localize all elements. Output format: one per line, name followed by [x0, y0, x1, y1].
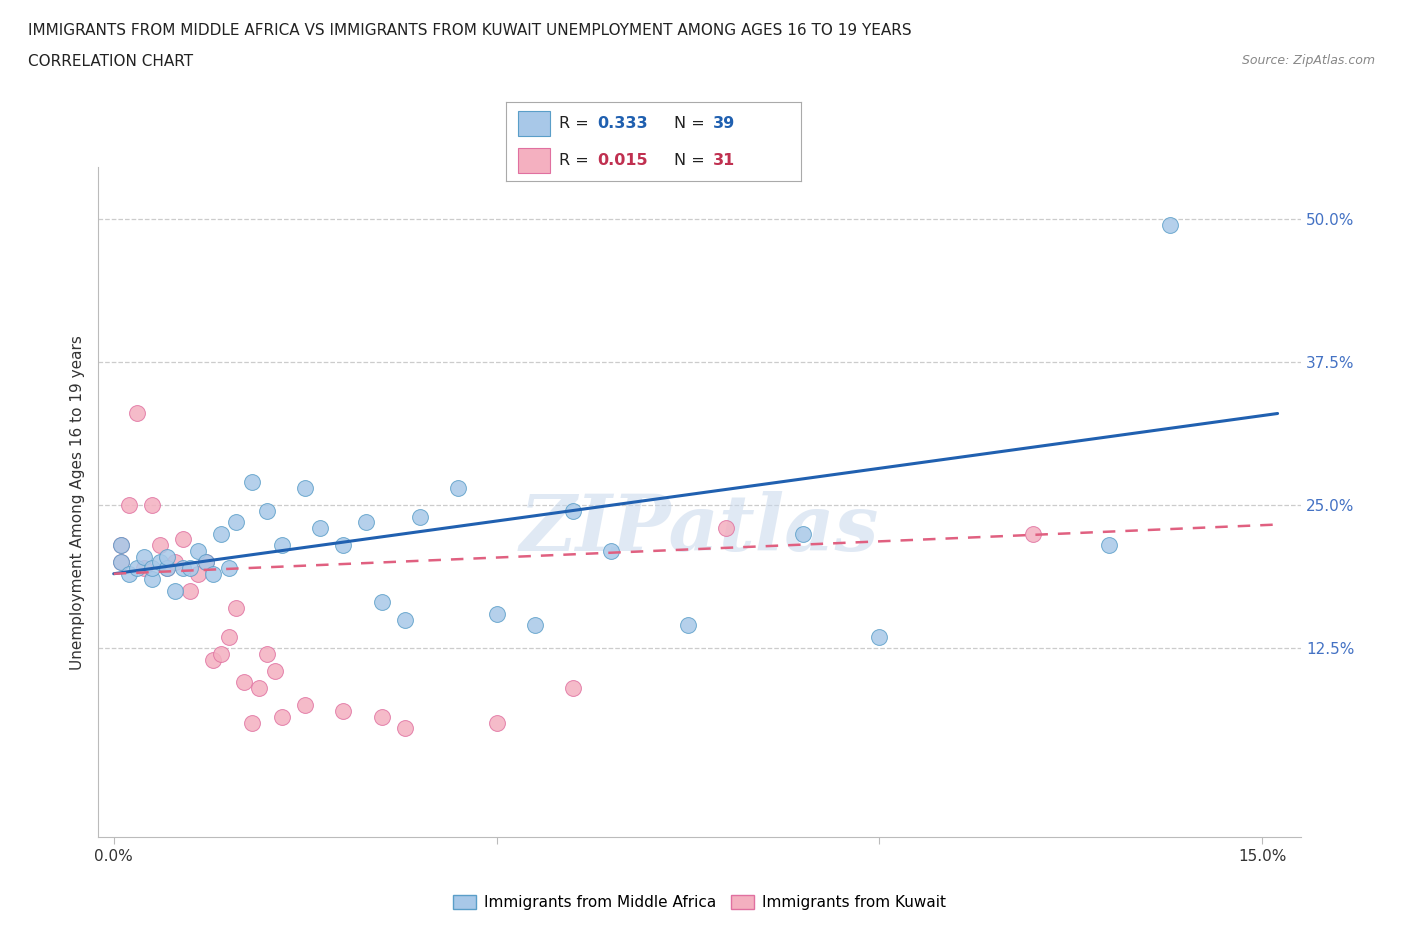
Point — [256, 646, 278, 661]
Point — [370, 595, 392, 610]
Point — [294, 698, 316, 712]
Point — [156, 561, 179, 576]
Point — [156, 549, 179, 564]
Point — [676, 618, 699, 632]
Point — [409, 509, 432, 524]
Bar — [517, 148, 550, 174]
Point — [134, 561, 156, 576]
Point — [1098, 538, 1121, 552]
Y-axis label: Unemployment Among Ages 16 to 19 years: Unemployment Among Ages 16 to 19 years — [70, 335, 86, 670]
Point — [485, 715, 508, 730]
Point — [485, 606, 508, 621]
Text: 0.015: 0.015 — [598, 153, 648, 167]
Point — [263, 664, 285, 679]
Point — [332, 538, 354, 552]
Point — [562, 503, 585, 518]
Point — [716, 521, 738, 536]
Point — [1021, 526, 1043, 541]
Point — [172, 532, 194, 547]
Point — [194, 555, 217, 570]
Point — [194, 555, 217, 570]
Text: Source: ZipAtlas.com: Source: ZipAtlas.com — [1241, 54, 1375, 67]
Point — [209, 526, 232, 541]
Point — [309, 521, 332, 536]
Point — [187, 566, 209, 581]
Point — [271, 710, 294, 724]
Text: IMMIGRANTS FROM MIDDLE AFRICA VS IMMIGRANTS FROM KUWAIT UNEMPLOYMENT AMONG AGES : IMMIGRANTS FROM MIDDLE AFRICA VS IMMIGRA… — [28, 23, 911, 38]
Point — [172, 561, 194, 576]
Point — [163, 555, 186, 570]
Point — [118, 498, 141, 512]
Point — [110, 555, 132, 570]
Point — [256, 503, 278, 518]
Point — [209, 646, 232, 661]
Point — [370, 710, 392, 724]
Text: N =: N = — [675, 153, 710, 167]
Bar — [517, 111, 550, 137]
Point — [202, 566, 225, 581]
Text: 0.333: 0.333 — [598, 116, 648, 131]
Point — [110, 538, 132, 552]
Point — [149, 538, 172, 552]
Text: 39: 39 — [713, 116, 735, 131]
Point — [179, 583, 201, 598]
Point — [187, 543, 209, 558]
Point — [163, 583, 186, 598]
Point — [247, 681, 270, 696]
Point — [394, 721, 416, 736]
Point — [523, 618, 546, 632]
Text: CORRELATION CHART: CORRELATION CHART — [28, 54, 193, 69]
Point — [294, 481, 316, 496]
Point — [792, 526, 814, 541]
Text: N =: N = — [675, 116, 710, 131]
Point — [110, 555, 132, 570]
Point — [141, 561, 163, 576]
Point — [225, 601, 247, 616]
Point — [125, 561, 148, 576]
Point — [1159, 218, 1181, 232]
Point — [202, 652, 225, 667]
Point — [149, 555, 172, 570]
Point — [179, 561, 201, 576]
Point — [271, 538, 294, 552]
Point — [447, 481, 470, 496]
Point — [562, 681, 585, 696]
Point — [218, 561, 240, 576]
Point — [232, 675, 254, 690]
Text: 31: 31 — [713, 153, 735, 167]
Point — [394, 612, 416, 627]
Point — [332, 704, 354, 719]
Text: R =: R = — [560, 153, 595, 167]
Point — [240, 715, 263, 730]
Point — [218, 630, 240, 644]
Point — [600, 543, 623, 558]
Point — [125, 406, 148, 421]
Point — [225, 515, 247, 530]
Point — [110, 538, 132, 552]
Point — [868, 630, 890, 644]
Point — [118, 566, 141, 581]
Point — [134, 549, 156, 564]
Point — [141, 498, 163, 512]
Point — [240, 474, 263, 489]
Point — [141, 572, 163, 587]
Point — [156, 561, 179, 576]
Text: ZIPatlas: ZIPatlas — [520, 491, 879, 567]
Point — [356, 515, 378, 530]
Text: R =: R = — [560, 116, 595, 131]
Legend: Immigrants from Middle Africa, Immigrants from Kuwait: Immigrants from Middle Africa, Immigrant… — [447, 889, 952, 916]
